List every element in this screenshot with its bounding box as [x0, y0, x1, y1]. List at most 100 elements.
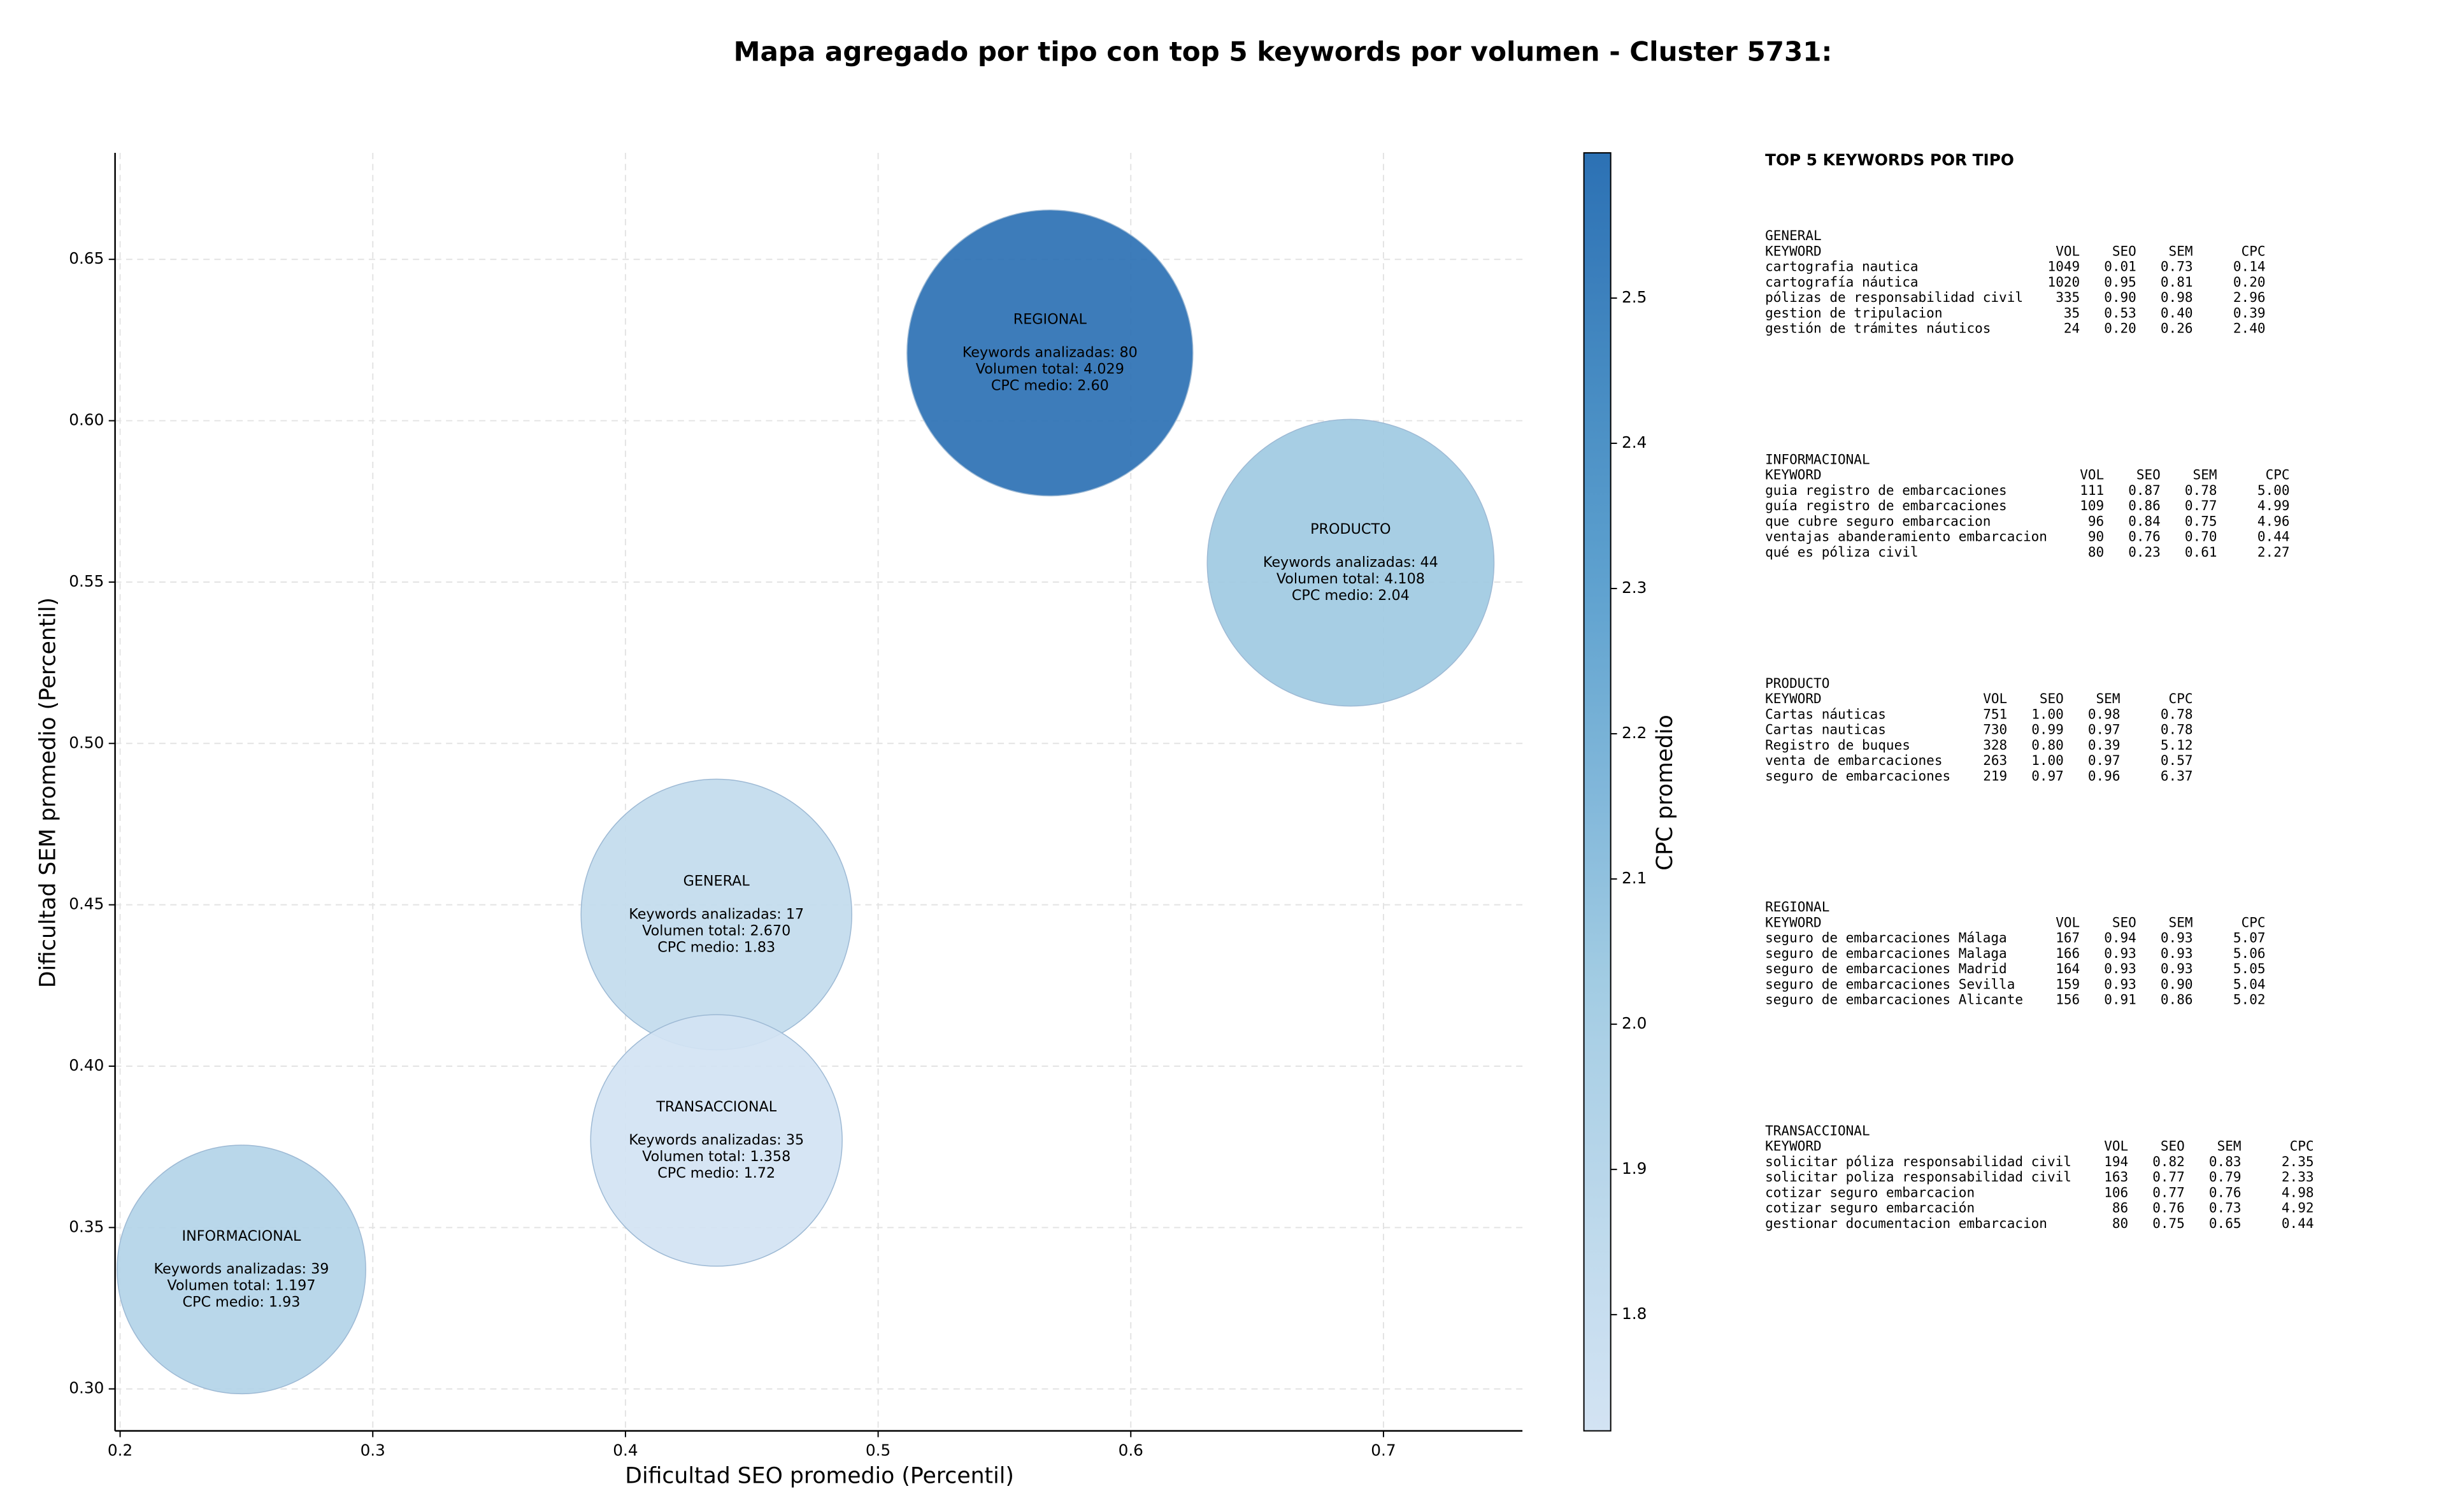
table-cell: 0.57: [2161, 752, 2193, 768]
table-cell: 2.27: [2257, 544, 2290, 560]
table-cell: 0.75: [2152, 1215, 2185, 1231]
table-cell: 0.40: [2161, 304, 2193, 320]
bubble-annotation: Volumen total: 4.029: [976, 361, 1124, 378]
column-header: VOL: [2080, 467, 2104, 483]
table-cell: 5.05: [2233, 960, 2266, 976]
y-tick-label: 0.60: [69, 411, 104, 429]
column-header: SEO: [2112, 914, 2136, 930]
bubble-name: GENERAL: [683, 873, 750, 889]
table-cell: 0.91: [2104, 992, 2136, 1008]
table-cell: 80: [2112, 1215, 2128, 1231]
table-cell: 0.39: [2233, 304, 2266, 320]
bubble-annotation: CPC medio: 2.60: [991, 378, 1109, 394]
table-cell: 0.93: [2104, 960, 2136, 976]
table-cell: solicitar poliza responsabilidad civil: [1765, 1169, 2071, 1185]
table-cell: venta de embarcaciones: [1765, 752, 1942, 768]
group-name: PRODUCTO: [1765, 675, 1829, 691]
table-cell: 0.65: [2209, 1215, 2242, 1231]
table-cell: 5.04: [2233, 976, 2266, 992]
table-cell: cartografia nautica: [1765, 259, 1918, 275]
table-cell: 0.80: [2031, 737, 2064, 753]
table-cell: 5.02: [2233, 992, 2266, 1008]
table-cell: 0.73: [2209, 1200, 2242, 1216]
table-cell: 0.93: [2161, 960, 2193, 976]
column-header: VOL: [1983, 690, 2007, 706]
table-cell: 106: [2104, 1184, 2128, 1200]
colorbar-tick-label: 2.5: [1622, 288, 1647, 306]
table-cell: 1020: [2048, 274, 2080, 290]
column-header: KEYWORD: [1765, 243, 1822, 259]
table-cell: 730: [1983, 722, 2007, 738]
y-tick-label: 0.65: [69, 249, 104, 267]
colorbar-tick-label: 2.3: [1622, 578, 1647, 597]
table-cell: 0.79: [2209, 1169, 2242, 1185]
table-cell: 0.93: [2161, 930, 2193, 946]
table-cell: gestionar documentacion embarcacion: [1765, 1215, 2047, 1231]
table-cell: guia registro de embarcaciones: [1765, 482, 2007, 498]
column-header: CPC: [2290, 1138, 2314, 1154]
bubble-annotation: Keywords analizadas: 35: [629, 1132, 804, 1148]
bubble: [906, 209, 1194, 497]
table-cell: 0.98: [2161, 289, 2193, 305]
table-cell: 5.06: [2233, 945, 2266, 961]
column-header: CPC: [2266, 467, 2290, 483]
table-cell: 156: [2056, 992, 2080, 1008]
colorbar: [1583, 152, 1612, 1432]
table-cell: 0.01: [2104, 259, 2136, 275]
table-cell: 0.76: [2128, 529, 2161, 545]
column-header: CPC: [2169, 690, 2193, 706]
y-axis-label: Dificultad SEM promedio (Percentil): [36, 597, 61, 988]
table-cell: 5.07: [2233, 930, 2266, 946]
table-cell: 166: [2056, 945, 2080, 961]
table-cell: 1.00: [2031, 752, 2064, 768]
table-cell: 0.78: [2161, 722, 2193, 738]
table-cell: ventajas abanderamiento embarcacion: [1765, 529, 2047, 545]
table-cell: 35: [2064, 304, 2080, 320]
table-cell: 2.33: [2282, 1169, 2314, 1185]
column-header: SEM: [2096, 690, 2121, 706]
bubble-annotation: Volumen total: 1.197: [167, 1278, 315, 1294]
table-cell: 0.75: [2185, 513, 2217, 529]
table-cell: seguro de embarcaciones Malaga: [1765, 945, 2007, 961]
x-tick-label: 0.5: [866, 1441, 890, 1460]
column-header: SEO: [2112, 243, 2136, 259]
bubble: [1206, 418, 1495, 707]
table-cell: 1049: [2048, 259, 2080, 275]
table-cell: 1.00: [2031, 706, 2064, 722]
table-cell: 167: [2056, 930, 2080, 946]
table-cell: Cartas náuticas: [1765, 706, 1886, 722]
table-cell: cartografía náutica: [1765, 274, 1918, 290]
group-name: GENERAL: [1765, 227, 1822, 243]
colorbar-tick-label: 2.1: [1622, 869, 1647, 887]
x-axis-label: Dificultad SEO promedio (Percentil): [625, 1463, 1014, 1488]
table-cell: 0.20: [2104, 320, 2136, 336]
table-cell: 109: [2080, 497, 2104, 513]
bubble-name: TRANSACCIONAL: [655, 1099, 776, 1115]
x-tick-label: 0.6: [1119, 1441, 1143, 1460]
table-cell: 159: [2056, 976, 2080, 992]
table-cell: 0.97: [2088, 722, 2121, 738]
table-cell: 5.12: [2161, 737, 2193, 753]
table-cell: 219: [1983, 767, 2007, 783]
table-cell: 0.97: [2031, 767, 2064, 783]
table-cell: guía registro de embarcaciones: [1765, 497, 2007, 513]
bubble-annotation: Volumen total: 2.670: [642, 922, 790, 939]
table-cell: seguro de embarcaciones Sevilla: [1765, 976, 2015, 992]
table-cell: 0.26: [2161, 320, 2193, 336]
table-cell: 0.77: [2152, 1169, 2185, 1185]
table-cell: 0.39: [2088, 737, 2121, 753]
colorbar-tick-label: 2.0: [1622, 1014, 1647, 1032]
table-cell: gestion de tripulacion: [1765, 304, 1942, 320]
table-cell: 0.53: [2104, 304, 2136, 320]
table-cell: 0.99: [2031, 722, 2064, 738]
column-header: KEYWORD: [1765, 1138, 1822, 1154]
bubble-annotation: CPC medio: 1.72: [657, 1165, 775, 1181]
y-tick-label: 0.40: [69, 1056, 104, 1074]
group-name: TRANSACCIONAL: [1765, 1122, 1870, 1138]
column-header: SEO: [2161, 1138, 2185, 1154]
table-cell: qué es póliza civil: [1765, 544, 1918, 560]
bubble: [590, 1014, 843, 1267]
table-cell: 0.83: [2209, 1153, 2242, 1169]
table-cell: seguro de embarcaciones Málaga: [1765, 930, 2007, 946]
table-cell: 335: [2056, 289, 2080, 305]
